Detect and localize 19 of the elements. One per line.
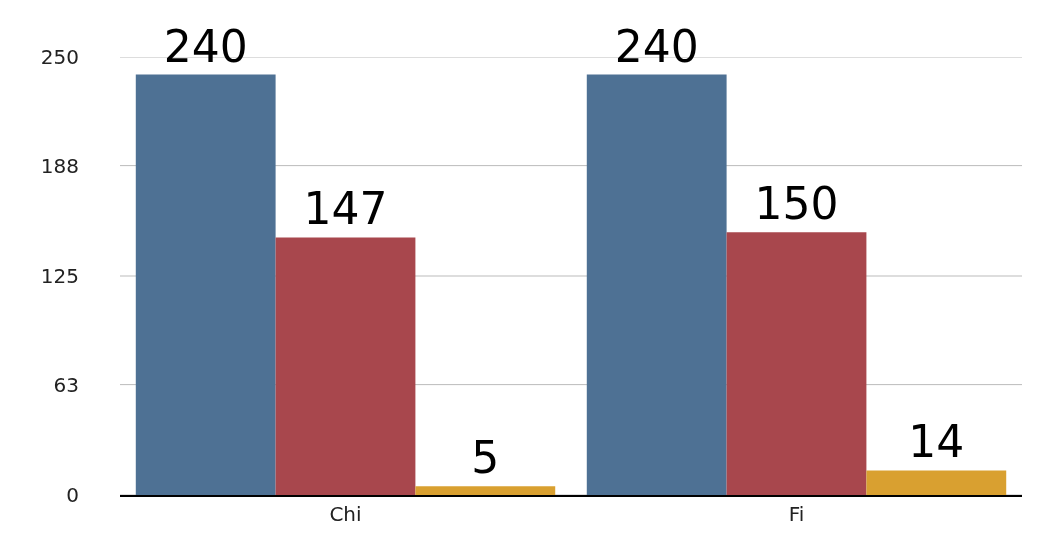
x-tick-label: Chi: [329, 501, 362, 526]
data-label: 240: [163, 20, 248, 72]
data-label: 5: [471, 432, 500, 484]
bar: [415, 486, 556, 495]
y-tick-label: 0: [66, 483, 79, 507]
bar: [866, 470, 1007, 495]
y-tick-label: 250: [40, 45, 79, 69]
x-tick-label: Fi: [788, 501, 805, 526]
bar: [726, 232, 867, 495]
data-label: 147: [303, 183, 388, 235]
bar: [586, 74, 727, 495]
data-label: 150: [754, 178, 839, 230]
y-tick-label: 63: [53, 372, 79, 397]
data-label: 14: [908, 416, 965, 468]
y-tick-label: 188: [40, 153, 79, 178]
bar: [275, 237, 416, 495]
y-tick-label: 125: [40, 264, 79, 288]
data-label: 240: [614, 20, 699, 72]
bar: [135, 74, 276, 495]
